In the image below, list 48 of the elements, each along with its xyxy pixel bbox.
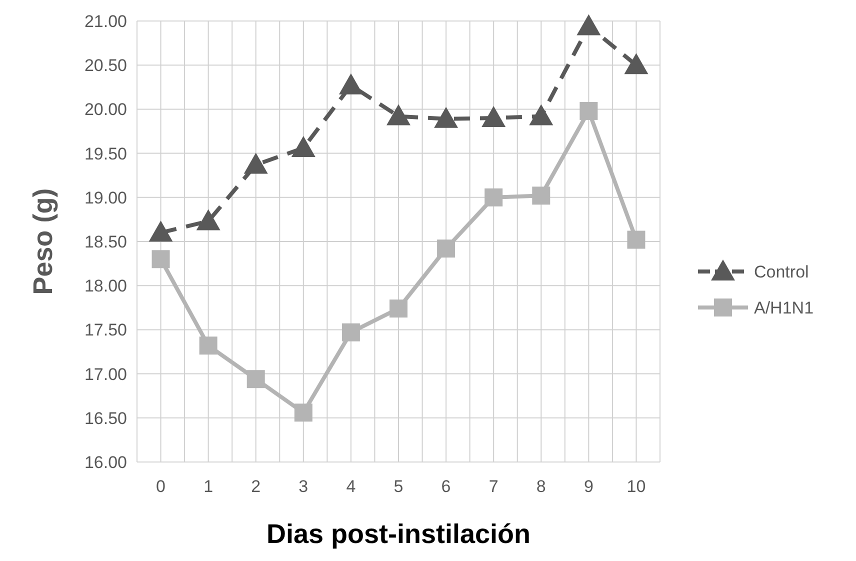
point	[342, 323, 360, 342]
y-tick-label: 19.00	[84, 188, 127, 208]
point	[529, 104, 554, 126]
x-tick-label: 10	[626, 477, 646, 496]
point	[148, 220, 173, 242]
point	[576, 14, 601, 36]
point	[246, 370, 265, 388]
x-tick-label: 3	[298, 477, 308, 496]
legend-label: A/H1N1	[754, 298, 814, 318]
y-tick-label: 16.50	[84, 408, 127, 428]
point	[244, 152, 268, 174]
point	[624, 53, 648, 74]
point	[484, 188, 503, 206]
y-tick-label: 18.50	[84, 232, 127, 252]
y-tick-label: 18.00	[84, 276, 127, 296]
x-tick-label: 5	[394, 477, 404, 496]
x-tick-label: 4	[346, 477, 356, 496]
point	[294, 404, 312, 422]
point	[196, 209, 220, 230]
x-axis-title: Dias post-instilación	[266, 519, 531, 549]
x-tick-label: 6	[441, 477, 451, 496]
x-tick-label: 7	[488, 477, 498, 496]
x-tick-label: 1	[204, 477, 214, 496]
y-tick-label: 20.50	[84, 56, 127, 76]
y-tick-label: 16.00	[84, 452, 127, 472]
point	[390, 300, 408, 318]
y-tick-label: 21.00	[84, 12, 127, 31]
point	[338, 73, 363, 94]
point	[434, 106, 458, 128]
x-tick-label: 2	[251, 477, 261, 496]
x-tick-label: 0	[156, 477, 166, 496]
point	[580, 102, 598, 120]
point	[532, 186, 550, 205]
legend-label: Control	[754, 262, 809, 282]
point	[437, 240, 456, 258]
point	[199, 336, 218, 355]
y-tick-label: 20.00	[84, 100, 127, 120]
point	[291, 136, 316, 158]
x-tick-label: 8	[536, 477, 546, 496]
point	[152, 250, 170, 268]
point	[627, 230, 646, 249]
point	[386, 104, 410, 126]
point	[482, 106, 506, 128]
y-tick-label: 17.50	[84, 320, 127, 340]
x-tick-label: 9	[584, 477, 594, 496]
y-tick-label: 17.00	[84, 364, 127, 384]
y-axis-title: Peso (g)	[28, 188, 58, 295]
y-tick-label: 19.50	[84, 144, 127, 164]
